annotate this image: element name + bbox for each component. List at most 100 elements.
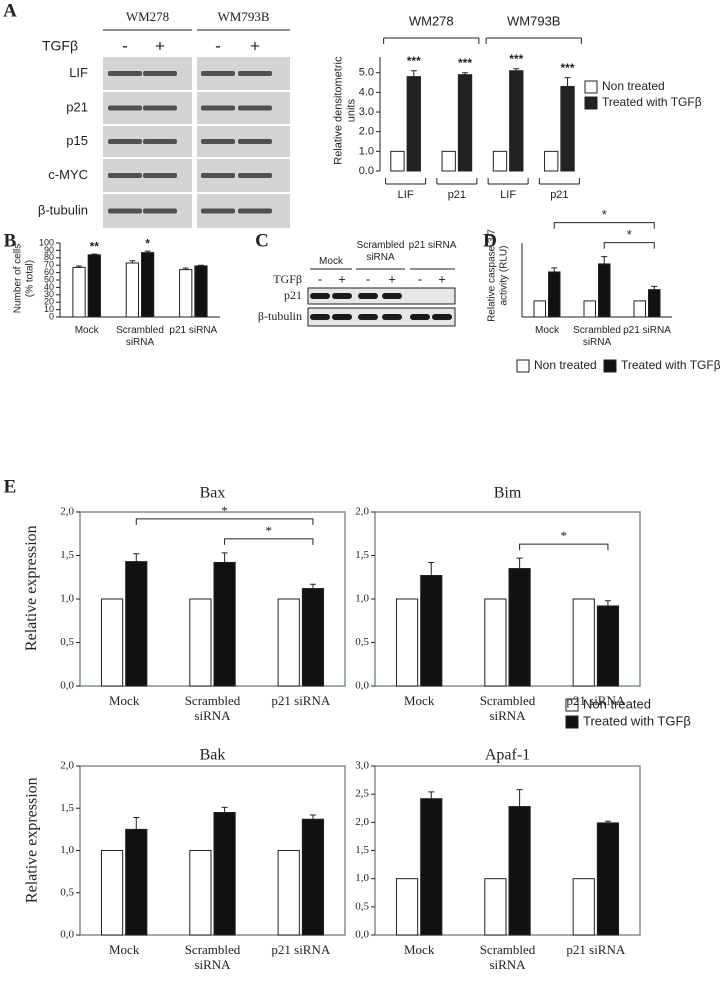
y-tick-label: 50 — [44, 274, 54, 284]
chart-title: Bim — [494, 485, 522, 502]
x-tick-label: Mock — [74, 325, 99, 336]
group-label: WM793B — [507, 13, 560, 28]
y-tick-label: 90 — [44, 245, 54, 255]
x-tick-label: LIF — [500, 189, 517, 201]
blot-row-label: p21 — [66, 99, 88, 114]
significance-label: * — [266, 523, 273, 538]
y-tick-label: 0,0 — [355, 929, 369, 941]
y-tick-label: 0,0 — [60, 929, 74, 941]
y-tick-label: 0,0 — [60, 680, 74, 692]
x-tick-label: Scrambled siRNA — [184, 693, 241, 723]
significance-bracket — [519, 543, 609, 551]
bar — [572, 878, 595, 936]
bar — [406, 76, 421, 172]
treatment-sign: + — [438, 271, 446, 286]
x-tick-label: Scrambled siRNA — [479, 693, 536, 723]
chart-title: Apaf-1 — [485, 747, 530, 764]
significance-label: ** — [90, 239, 100, 253]
blot-band — [410, 314, 430, 320]
error-bar — [651, 285, 658, 290]
y-tick-label: 0 — [49, 311, 54, 321]
bar — [548, 271, 561, 318]
y-tick-label: 2,0 — [355, 506, 369, 518]
y-tick-label: 2.0 — [359, 126, 374, 138]
error-bar — [601, 256, 608, 264]
error-bar — [428, 791, 435, 799]
bar — [508, 806, 531, 936]
blot-strip — [307, 307, 456, 327]
legend-swatch — [565, 715, 579, 729]
y-tick-label: 1,5 — [60, 802, 74, 814]
bar — [648, 289, 661, 318]
x-tick-label: Scrambled siRNA — [573, 325, 621, 348]
error-bar — [604, 820, 611, 823]
error-bar — [221, 552, 228, 563]
x-tick-label: Mock — [403, 693, 435, 708]
y-tick-label: 0.0 — [359, 165, 374, 177]
bar — [420, 798, 443, 936]
x-tick-label: Mock — [535, 325, 559, 336]
y-tick-label: 40 — [44, 282, 54, 292]
bar — [395, 878, 419, 936]
bar — [277, 598, 300, 687]
significance-bracket — [135, 518, 314, 525]
y-tick-label: 0,5 — [60, 636, 74, 648]
significance-label: *** — [509, 52, 523, 66]
significance-label: *** — [458, 56, 472, 70]
treatment-sign: + — [338, 271, 346, 286]
error-bar — [91, 253, 98, 255]
error-bar — [513, 68, 520, 71]
error-bar — [551, 267, 558, 272]
y-tick-label: 1,5 — [355, 549, 369, 561]
panel-label: E — [4, 476, 17, 497]
error-bar — [76, 265, 83, 268]
bar — [125, 561, 148, 687]
chart-title: Bak — [200, 747, 226, 764]
bar — [492, 150, 508, 172]
significance-bracket — [553, 222, 655, 229]
error-bar — [144, 250, 151, 253]
bar — [87, 254, 101, 318]
y-tick-label: 20 — [44, 297, 54, 307]
error-bar — [197, 264, 204, 266]
y-tick-label: 1.0 — [359, 145, 374, 157]
bar — [213, 561, 236, 687]
bar — [484, 598, 507, 687]
blot-row-label: LIF — [69, 65, 88, 80]
error-bar — [604, 600, 611, 606]
blot-band — [332, 314, 352, 320]
blot-band — [310, 314, 330, 320]
blot-band — [310, 293, 330, 299]
x-tick-label: p21 siRNA — [566, 942, 626, 957]
legend-swatch — [584, 80, 598, 94]
bar — [583, 300, 596, 318]
bar — [301, 588, 325, 687]
legend-swatch — [565, 698, 579, 712]
legend-swatch — [603, 359, 617, 373]
blot-band — [332, 293, 352, 299]
treatment-label: TGFβ — [42, 38, 78, 54]
blot-band — [201, 105, 235, 111]
y-tick-label: 2,0 — [60, 760, 74, 772]
legend-label: Non treated — [602, 79, 665, 93]
legend-swatch — [584, 96, 598, 110]
y-axis-label: Relative densitometric units — [332, 56, 357, 165]
blot-band — [358, 293, 378, 299]
bar — [194, 265, 208, 318]
error-bar — [309, 583, 316, 589]
panel-label: A — [3, 0, 17, 21]
bar — [596, 822, 620, 936]
legend-swatch — [516, 359, 530, 373]
y-tick-label: 1,0 — [60, 844, 74, 856]
significance-label: * — [602, 207, 607, 222]
y-tick-label: 0,5 — [60, 886, 74, 898]
y-tick-label: 0,5 — [355, 900, 369, 912]
bar — [572, 598, 595, 687]
y-tick-label: 100 — [39, 237, 54, 247]
blot-band — [143, 71, 177, 76]
y-tick-label: 1,5 — [355, 844, 369, 856]
y-tick-label: 60 — [44, 267, 54, 277]
bar — [141, 252, 155, 318]
